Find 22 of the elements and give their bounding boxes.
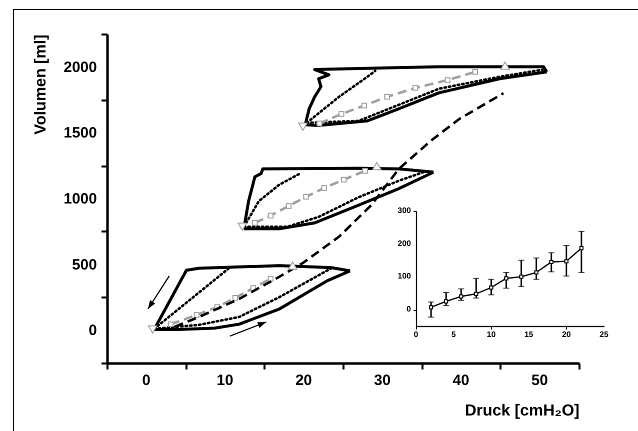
x-tick-label: 10: [486, 330, 496, 339]
x-tick-label: 0: [142, 372, 151, 389]
x-tick-label: 20: [295, 372, 312, 389]
x-tick-label: 5: [451, 330, 456, 339]
x-tick-label: 25: [600, 330, 609, 339]
y-tick-label: 500: [72, 256, 97, 274]
y-tick-label: 0: [406, 304, 412, 314]
y-tick-label: 100: [398, 272, 412, 281]
x-tick-label: 50: [531, 372, 548, 389]
y-tick-label: 200: [398, 238, 412, 248]
x-tick-label: 30: [374, 372, 391, 389]
y-tick-label: 1500: [64, 124, 97, 142]
x-tick-label: 20: [562, 330, 572, 339]
x-tick-label: 15: [524, 330, 534, 339]
x-tick-label: 10: [216, 372, 234, 389]
y-axis-title: Volumen [ml]: [32, 34, 50, 135]
x-axis-title: Druck [cmH₂O]: [464, 402, 580, 420]
x-tick-label: 0: [414, 330, 419, 339]
y-tick-label: 2000: [64, 58, 97, 76]
x-tick-label: 40: [452, 372, 470, 389]
y-tick-label: 300: [398, 206, 412, 215]
y-tick-label: 1000: [64, 190, 97, 208]
